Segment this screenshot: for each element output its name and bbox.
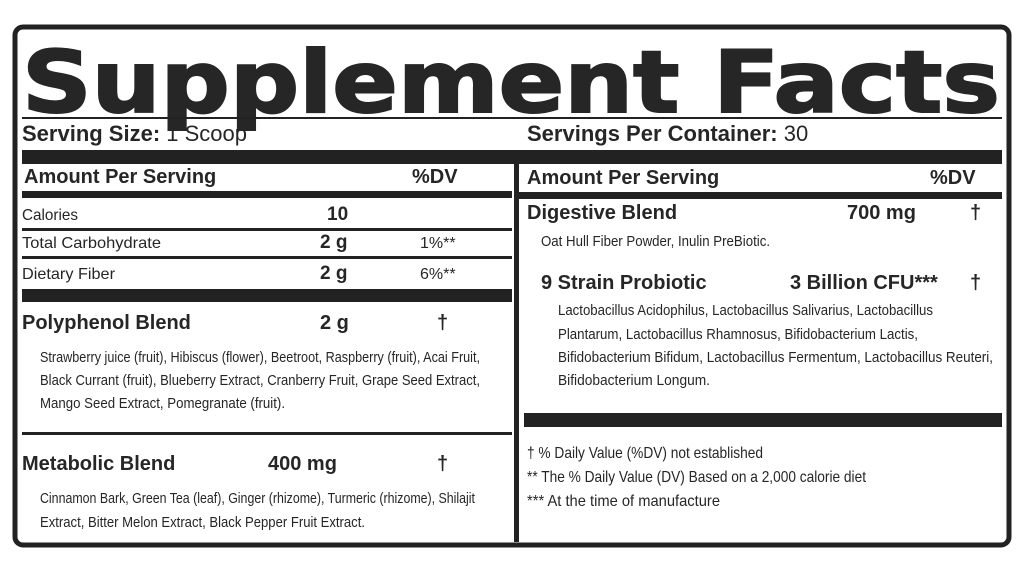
bar: [22, 191, 512, 198]
ingredients: Bifidobacterium Longum.: [558, 372, 710, 389]
blend-name: Polyphenol Blend: [22, 312, 191, 334]
row-name: Dietary Fiber: [22, 266, 116, 283]
ingredients: Extract, Bitter Melon Extract, Black Pep…: [40, 514, 365, 531]
row-rule: [22, 228, 512, 231]
header-amount: Amount Per Serving: [527, 167, 719, 189]
thick-bar: [22, 150, 1002, 164]
ingredients: Lactobacillus Acidophilus, Lactobacillus…: [558, 302, 933, 319]
row-amount: 10: [327, 204, 348, 225]
blend-name: 9 Strain Probiotic: [541, 272, 707, 294]
blend-name: Digestive Blend: [527, 202, 677, 224]
header-dv: %DV: [930, 167, 976, 189]
servings-label: Servings Per Container:: [527, 121, 778, 146]
row-amount: 2 g: [320, 232, 347, 253]
header-amount: Amount Per Serving: [24, 166, 216, 188]
column-divider: [514, 164, 519, 542]
ingredients: Bifidobacterium Bifidum, Lactobacillus F…: [558, 349, 993, 366]
bar: [519, 192, 1002, 199]
blend-amount: 2 g: [320, 312, 349, 334]
row-rule: [22, 432, 512, 435]
servings-per-container: Servings Per Container: 30: [527, 121, 808, 146]
ingredients: Oat Hull Fiber Powder, Inulin PreBiotic.: [541, 233, 770, 250]
serving-size-value: 1 Scoop: [166, 121, 247, 146]
blend-amount: 3 Billion CFU***: [790, 272, 938, 294]
serving-size-label: Serving Size:: [22, 121, 160, 146]
row-dv: 1%**: [420, 235, 456, 252]
blend-name: Metabolic Blend: [22, 453, 175, 475]
ingredients: Plantarum, Lactobacillus Rhamnosus, Bifi…: [558, 326, 918, 343]
thick-bar: [22, 289, 512, 302]
blend-dv: †: [437, 453, 448, 475]
blend-amount: 400 mg: [268, 453, 337, 475]
ingredients: Strawberry juice (fruit), Hibiscus (flow…: [40, 349, 480, 366]
footnote: ** The % Daily Value (DV) Based on a 2,0…: [527, 469, 866, 486]
ingredients: Mango Seed Extract, Pomegranate (fruit).: [40, 395, 285, 412]
ingredients: Black Currant (fruit), Blueberry Extract…: [40, 372, 480, 389]
blend-dv: †: [970, 272, 981, 294]
row-name: Calories: [22, 207, 78, 224]
servings-value: 30: [784, 121, 808, 146]
thick-bar: [524, 413, 1002, 427]
row-name: Total Carbohydrate: [22, 235, 161, 252]
row-rule: [22, 256, 512, 259]
row-dv: 6%**: [420, 266, 456, 283]
row-amount: 2 g: [320, 263, 347, 284]
rule: [22, 117, 1002, 119]
ingredients: Cinnamon Bark, Green Tea (leaf), Ginger …: [40, 490, 476, 507]
blend-dv: †: [970, 202, 981, 224]
blend-dv: †: [437, 312, 448, 334]
footnote: † % Daily Value (%DV) not established: [527, 445, 763, 462]
header-dv: %DV: [412, 166, 458, 188]
blend-amount: 700 mg: [847, 202, 916, 224]
footnote: *** At the time of manufacture: [527, 493, 720, 510]
serving-size: Serving Size: 1 Scoop: [22, 121, 247, 146]
